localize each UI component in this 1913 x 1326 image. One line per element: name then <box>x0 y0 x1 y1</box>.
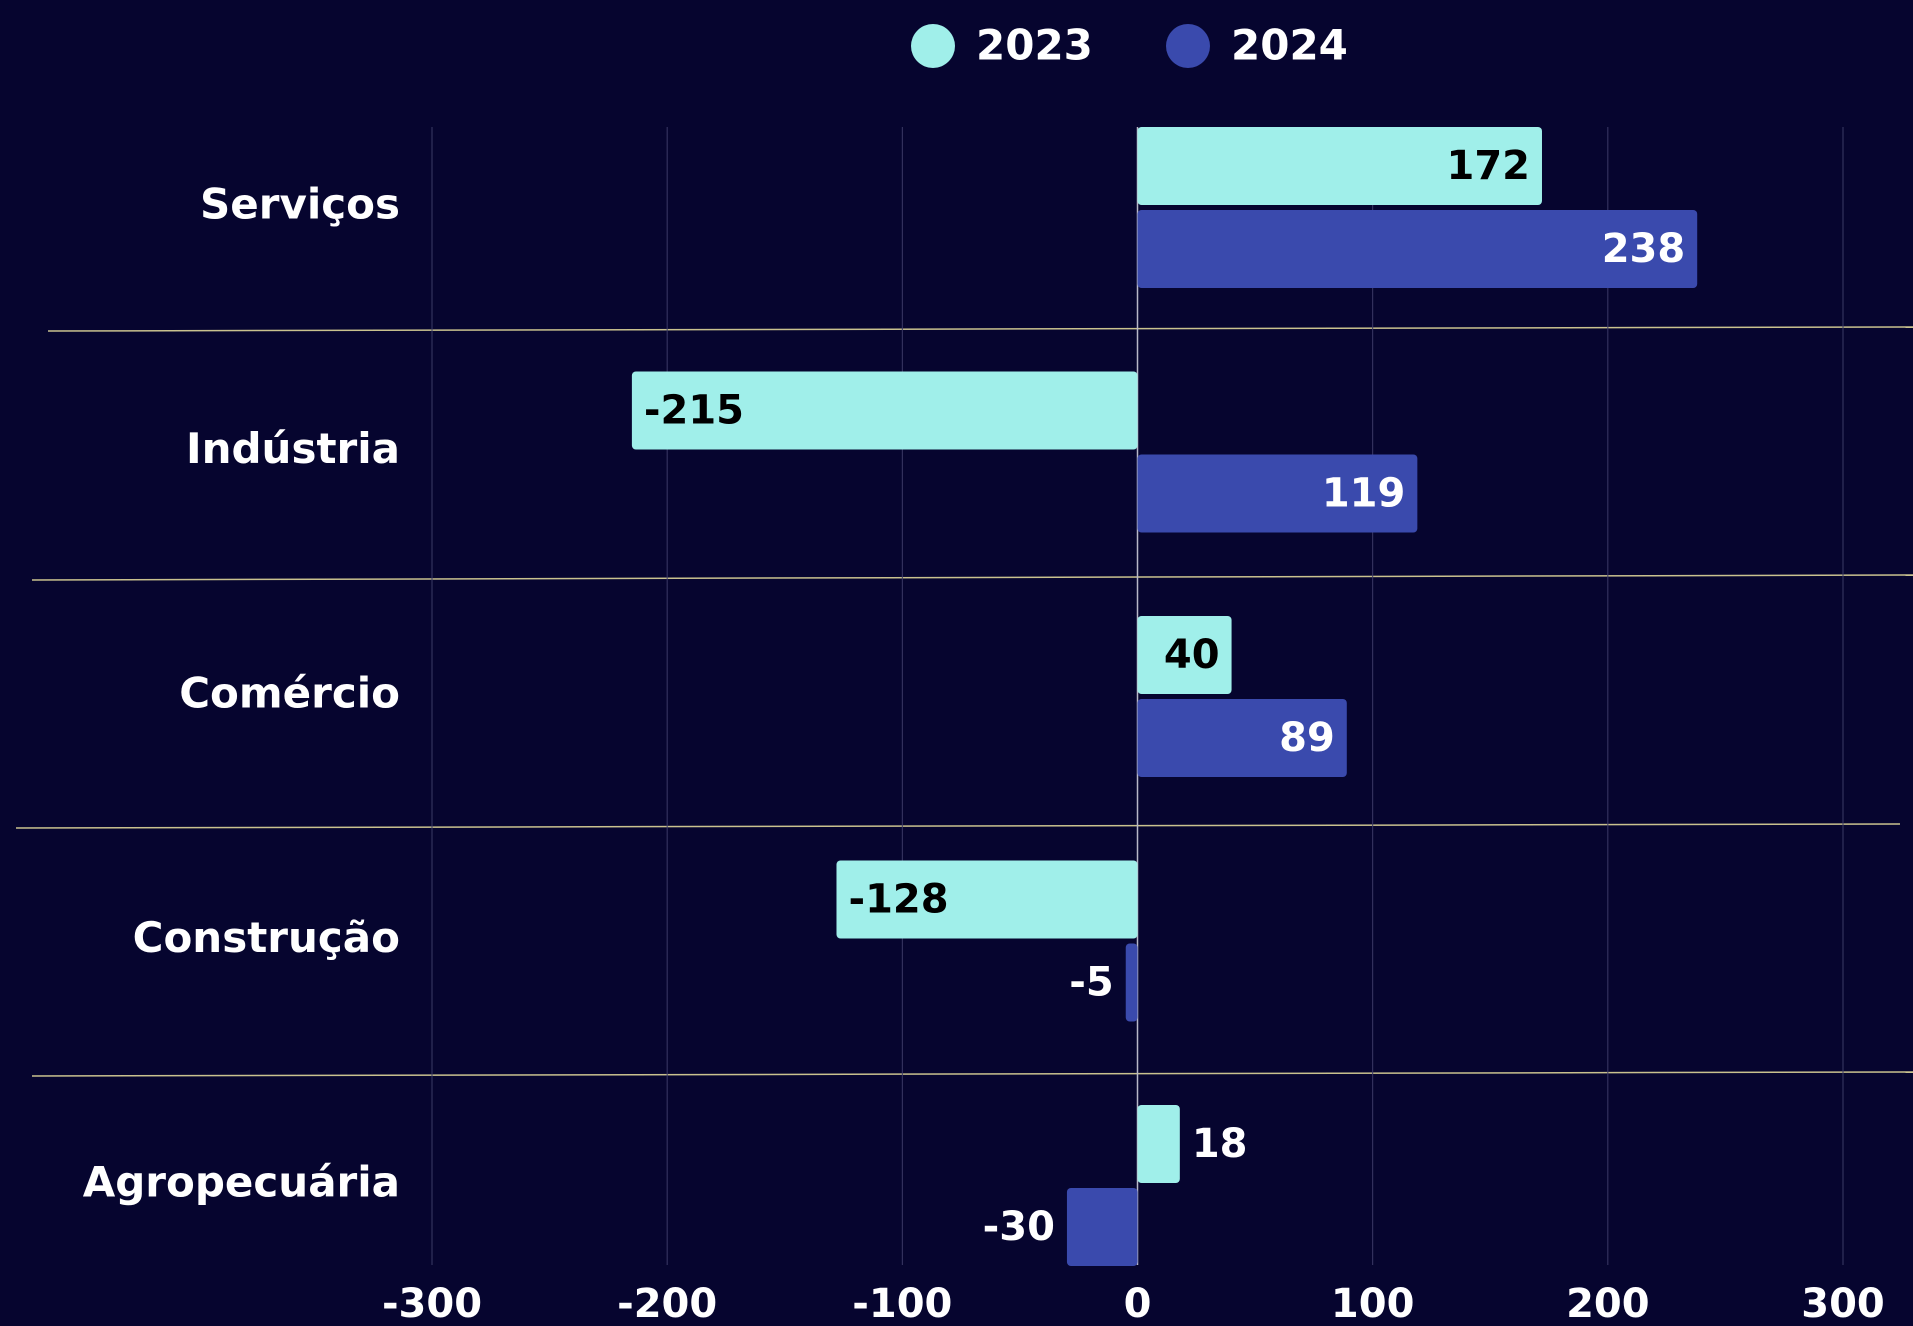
legend-label: 2023 <box>976 21 1093 70</box>
value-label: 40 <box>1164 632 1220 678</box>
row-separator <box>31 1071 1913 1077</box>
category-label: Construção <box>133 913 400 962</box>
row-separator <box>47 326 1913 332</box>
value-label: -215 <box>644 388 744 434</box>
value-label: 119 <box>1322 471 1406 517</box>
separators <box>15 326 1913 1077</box>
row-separator <box>15 823 1901 829</box>
x-tick-label: -100 <box>852 1281 952 1326</box>
value-label: 18 <box>1192 1121 1248 1167</box>
category-label: Serviços <box>200 180 400 229</box>
bar <box>1066 1188 1138 1266</box>
value-label: -30 <box>983 1204 1055 1250</box>
x-tick-label: -300 <box>382 1281 482 1326</box>
bar <box>1125 943 1138 1022</box>
row-separator <box>31 574 1913 581</box>
category-label: Agropecuária <box>83 1158 400 1207</box>
bar <box>1137 699 1347 777</box>
bar <box>836 860 1138 939</box>
category-label: Comércio <box>179 669 400 718</box>
legend-marker <box>911 24 955 68</box>
x-tick-label: 0 <box>1124 1281 1152 1326</box>
value-label: -5 <box>1069 960 1113 1006</box>
x-tick-label: 300 <box>1801 1281 1885 1326</box>
value-label: -128 <box>848 877 948 923</box>
value-label: 238 <box>1602 226 1686 272</box>
legend-marker <box>1166 24 1210 68</box>
legend-label: 2024 <box>1231 21 1348 70</box>
bar <box>1137 210 1698 288</box>
x-tick-label: -200 <box>617 1281 717 1326</box>
value-label: 172 <box>1446 143 1530 189</box>
bar <box>1137 1105 1180 1183</box>
x-tick-label: 200 <box>1566 1281 1650 1326</box>
bar <box>1137 127 1542 205</box>
bar <box>1137 454 1418 533</box>
bar <box>631 371 1138 450</box>
value-label: 89 <box>1279 715 1335 761</box>
x-tick-label: 100 <box>1331 1281 1415 1326</box>
category-label: Indústria <box>186 424 400 473</box>
bar <box>1137 616 1232 694</box>
